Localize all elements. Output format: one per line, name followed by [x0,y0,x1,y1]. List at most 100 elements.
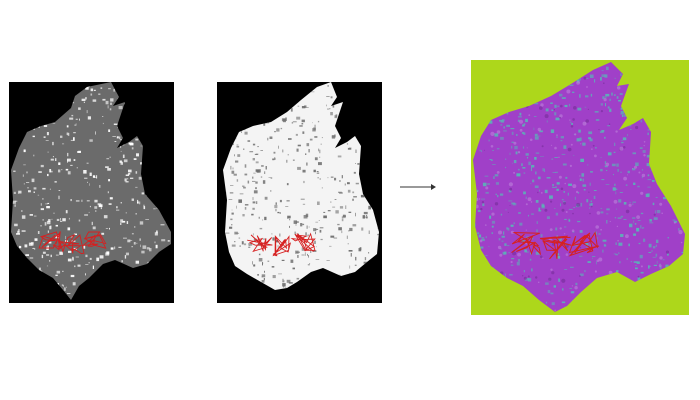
land-patch [293,220,297,224]
class-speckle [474,197,479,202]
land-patch [136,295,140,298]
land-patch [48,219,51,222]
land-patch [627,170,630,174]
land-patch [334,199,337,200]
land-patch [317,177,319,179]
land-patch [113,123,118,125]
class-speckle [671,171,676,176]
land-patch [92,265,94,269]
land-patch [92,175,96,178]
class-speckle [654,143,656,145]
land-patch [292,267,295,270]
land-patch [685,168,687,172]
land-patch [170,219,171,221]
land-patch [340,110,342,113]
class-speckle [542,257,544,259]
land-patch [139,201,141,205]
land-patch [358,248,362,252]
land-patch [84,83,87,85]
land-patch [52,141,54,146]
land-patch [602,239,607,242]
land-patch [523,270,525,273]
land-patch [347,243,349,245]
land-patch [534,185,539,189]
class-speckle [563,233,566,235]
land-patch [523,172,526,174]
land-patch [518,168,520,171]
land-patch [264,270,265,273]
land-patch [136,242,138,244]
land-patch [370,98,373,100]
map-panel-white [217,82,382,303]
class-speckle [579,175,581,177]
land-patch [282,283,286,287]
land-patch [223,97,225,100]
land-patch [32,128,36,130]
land-patch [257,105,261,109]
class-speckle [640,191,644,195]
class-speckle [572,212,574,215]
land-patch [348,230,350,232]
land-patch [11,188,12,191]
class-speckle [537,191,539,194]
land-patch [319,229,322,233]
class-speckle [658,264,662,267]
land-patch [81,199,83,202]
land-patch [74,124,77,126]
region-map-grey [11,82,171,300]
land-patch [259,95,264,97]
land-patch [70,139,75,141]
land-patch [63,87,66,90]
land-patch [263,122,266,126]
land-patch [236,205,237,209]
land-patch [614,142,616,146]
land-patch [37,231,40,234]
land-patch [302,83,306,87]
land-patch [573,244,578,247]
land-patch [13,142,16,145]
land-patch [55,82,58,85]
land-patch [598,233,601,235]
land-patch [545,74,548,75]
land-patch [649,79,652,81]
region-land [473,62,685,312]
land-patch [665,174,669,177]
land-patch [23,164,26,166]
land-patch [78,107,81,110]
land-patch [648,252,652,253]
land-patch [161,293,164,296]
land-patch [229,298,232,301]
land-patch [264,196,268,200]
class-speckle [632,168,634,170]
land-patch [168,134,171,137]
land-patch [646,282,649,283]
land-patch [231,209,233,211]
land-patch [151,290,153,293]
land-patch [479,149,481,152]
land-patch [475,125,479,128]
land-patch [168,286,171,290]
land-patch [32,135,35,138]
land-patch [253,190,258,194]
land-patch [632,117,635,120]
land-patch [501,235,505,238]
land-patch [375,123,378,126]
land-patch [667,237,669,239]
land-patch [161,239,166,242]
land-patch [596,300,600,302]
land-patch [632,152,636,155]
land-patch [97,203,102,206]
land-patch [508,189,512,193]
land-patch [603,245,607,247]
land-patch [511,258,515,260]
land-patch [345,205,347,209]
land-patch [346,143,349,145]
land-patch [320,143,322,145]
land-patch [108,203,112,205]
land-patch [579,294,582,297]
land-patch [164,221,166,222]
land-patch [496,148,500,150]
land-patch [559,93,563,97]
class-speckle [659,202,663,206]
class-speckle [650,150,652,152]
